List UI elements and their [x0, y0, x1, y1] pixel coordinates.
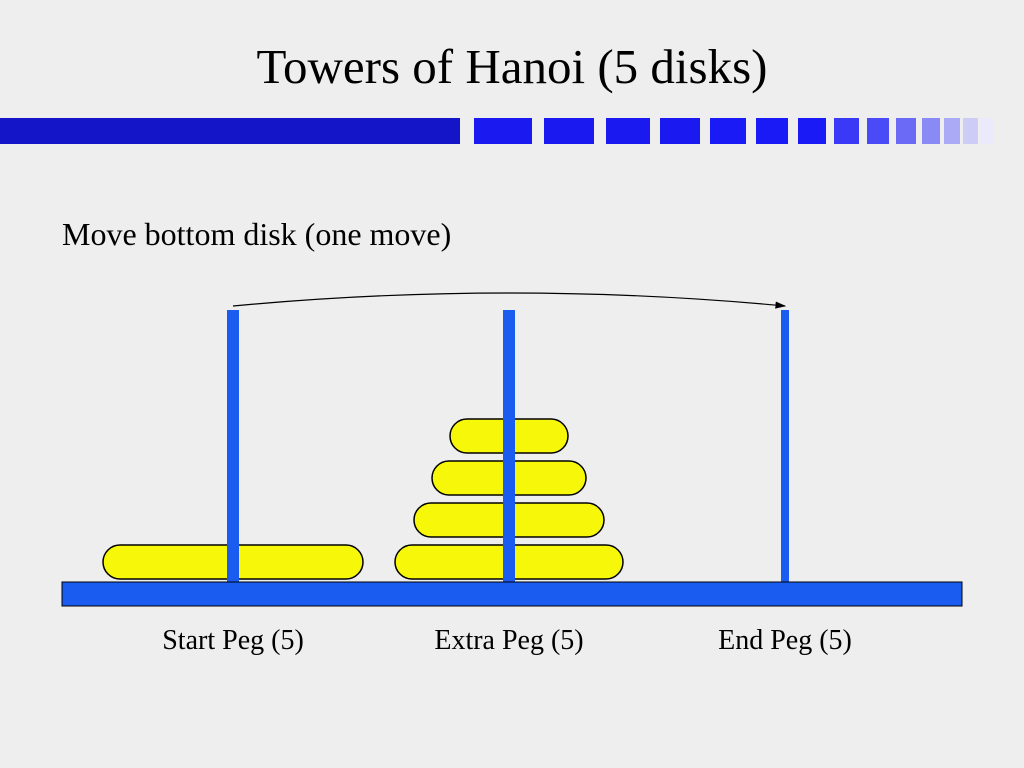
slide: Towers of Hanoi (5 disks) Move bottom di…: [0, 0, 1024, 768]
peg-label-end: End Peg (5): [690, 625, 880, 657]
peg-label-extra: Extra Peg (5): [414, 625, 604, 657]
peg-label-start: Start Peg (5): [138, 625, 328, 657]
move-arrow: [233, 293, 785, 306]
hanoi-base: [62, 582, 962, 606]
